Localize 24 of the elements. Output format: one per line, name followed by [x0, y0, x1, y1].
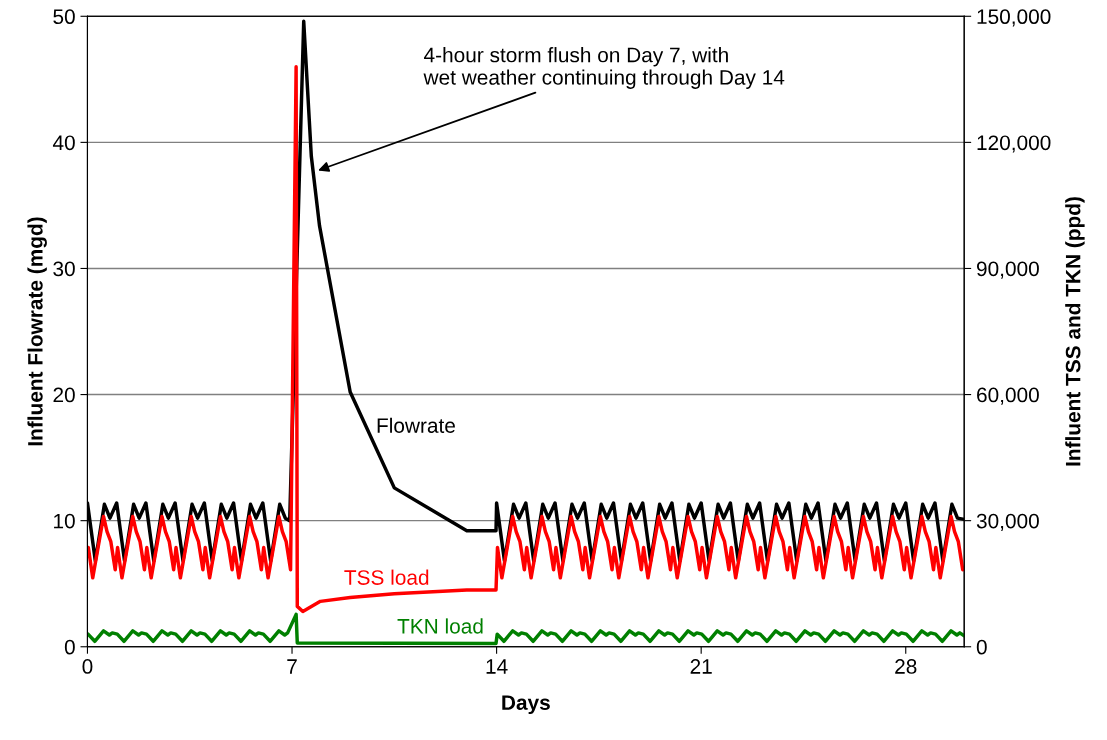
y2-tick-label: 60,000: [977, 387, 1039, 405]
y2-tick-label: 90,000: [976, 261, 1039, 279]
y2-tick-label: 150,000: [977, 9, 1051, 27]
series-label: TKN load: [397, 618, 483, 634]
y2-tick-label: 30,000: [976, 513, 1039, 531]
y2-axis-title: Influent TSS and TKN (ppd): [1065, 197, 1085, 466]
x-tick-label: 7: [287, 659, 297, 674]
y-tick-label: 20: [53, 387, 75, 403]
y2-tick-label: 120,000: [977, 135, 1051, 153]
y-tick-label: 0: [64, 639, 75, 655]
series-label: Flowrate: [377, 417, 455, 433]
x-axis-title: Days: [502, 695, 550, 715]
y-tick-label: 30: [53, 261, 75, 277]
y-axis-title: Influent Flowrate (mgd): [27, 217, 47, 446]
x-tick-label: 0: [82, 659, 93, 674]
y-tick-label: 40: [52, 135, 75, 151]
y2-tick-label: 0: [976, 639, 987, 655]
series-label: TSS load: [344, 569, 429, 585]
y-tick-label: 50: [53, 9, 75, 25]
x-tick-label: 21: [690, 659, 712, 674]
annotation: 4-hour storm flush on Day 7, with wet weather continuing through Day 14: [423, 47, 785, 89]
x-tick-label: 28: [895, 659, 917, 674]
x-tick-label: 14: [486, 659, 508, 674]
y-tick-label: 10: [54, 513, 75, 529]
